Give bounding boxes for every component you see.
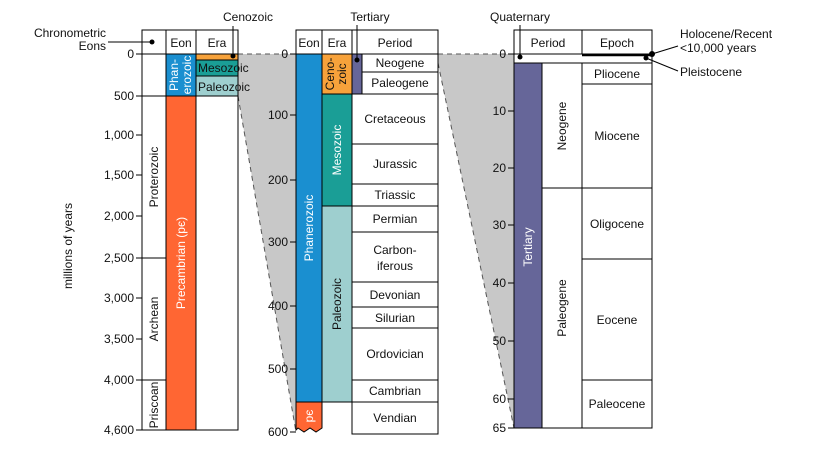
period-jurassic: Jurassic [373, 157, 417, 171]
p2-tick-label: 300 [268, 235, 288, 249]
p1-tick-label: 500 [114, 89, 134, 103]
precambrian-block [165, 95, 197, 431]
axis-label-millions: millions of years [61, 203, 75, 289]
p3-tick-label: 10 [493, 104, 507, 118]
period-silurian: Silurian [375, 311, 415, 325]
p2-phanerozoic-label: Phanerozoic [302, 195, 316, 262]
archean-label: Archean [147, 297, 161, 342]
holocene-age-annotation: <10,000 years [680, 41, 756, 55]
connector-phanerozoic [238, 54, 296, 432]
p3-tick-label: 60 [493, 392, 507, 406]
p2-mesozoic-label: Mesozoic [330, 125, 344, 176]
connector-tertiary-bottom [437, 62, 515, 429]
era-mesozoic-label: Mesozoic [198, 61, 249, 75]
period-neogene: Neogene [376, 56, 425, 70]
epoch-oligocene: Oligocene [590, 217, 644, 231]
period-cambrian: Cambrian [369, 384, 421, 398]
panel-eons: millions of years Eon Era Proterozoic Ar… [61, 29, 250, 437]
p3-tick-label: 65 [493, 421, 507, 435]
p3-tick-label: 30 [493, 218, 507, 232]
eon-header: Eon [170, 36, 191, 50]
period-paleogene: Paleogene [371, 76, 429, 90]
p2-tick-label: 0 [281, 47, 288, 61]
p2-mesozoic-block [321, 93, 353, 207]
panel1-ticks: 0 500 1,000 1,500 2,000 2,500 3,000 3,500 4,000 4… [104, 47, 142, 437]
p3-tertiary-label: Tertiary [521, 227, 535, 266]
p3-paleogene-label: Paleogene [555, 279, 569, 337]
epoch-paleocene: Paleocene [589, 397, 646, 411]
epoch-miocene: Miocene [594, 129, 640, 143]
p1-tick-label: 2,000 [104, 209, 134, 223]
p2-cenozoic-block [321, 53, 353, 95]
p3-tertiary-block [513, 62, 543, 429]
p2-cenozoic-label-1: Ceno- [323, 58, 337, 91]
epoch-eocene: Eocene [597, 313, 638, 327]
priscoan-label: Priscoan [147, 382, 161, 429]
era-header: Era [208, 36, 227, 50]
p3-tick-label: 20 [493, 161, 507, 175]
proterozoic-label: Proterozoic [147, 147, 161, 208]
p2-precambrian-block [295, 401, 323, 433]
tertiary-annotation: Tertiary [350, 10, 389, 24]
p3-neogene-label: Neogene [555, 101, 569, 150]
p1-tick-label: 3,500 [104, 332, 134, 346]
p3-epoch-header: Epoch [600, 36, 634, 50]
panel-tertiary: Period Epoch Tertiary Neogene Paleogene … [493, 29, 655, 435]
pleistocene-annotation: Pleistocene [680, 65, 742, 79]
period-triassic: Triassic [375, 188, 416, 202]
p2-era-header: Era [328, 36, 347, 50]
p3-period-header: Period [531, 36, 566, 50]
p1-tick-label: 0 [127, 47, 134, 61]
chronometric-label: Chronometric [34, 26, 106, 40]
holocene-leader [651, 45, 679, 55]
eons-label: Eons [79, 39, 106, 53]
panel2-ticks: 0 100 200 300 400 500 600 [268, 47, 296, 439]
p2-tick-label: 200 [268, 173, 288, 187]
panel-phanerozoic: Eon Era Period Phanerozoic pє Ceno- zoic… [268, 29, 439, 439]
epoch-pliocene: Pliocene [594, 67, 640, 81]
p1-tick-label: 3,000 [104, 291, 134, 305]
p2-period-header: Period [378, 36, 413, 50]
cenozoic-annotation: Cenozoic [223, 10, 273, 24]
panel3-ticks: 0 10 20 30 40 50 60 65 [493, 47, 514, 435]
p1-tick-label: 4,000 [104, 373, 134, 387]
p2-cenozoic-label-2: zoic [335, 63, 349, 84]
p2-pe-label: pє [302, 410, 316, 423]
p1-tick-label: 2,500 [104, 251, 134, 265]
precambrian-label: Precambrian (pє) [174, 217, 188, 309]
era-paleozoic-block [195, 75, 239, 97]
p3-tick-label: 40 [493, 276, 507, 290]
p2-phanerozoic-block [295, 53, 323, 403]
p1-tick-label: 4,600 [104, 423, 134, 437]
connector-tertiary [438, 54, 514, 428]
period-ordovician: Ordovician [366, 347, 423, 361]
p2-tick-label: 100 [268, 108, 288, 122]
p3-tick-label: 0 [499, 47, 506, 61]
phanerozoic-label-1: Phan- [167, 59, 181, 91]
p2-tick-label: 400 [268, 299, 288, 313]
connector-phanerozoic-bottom [237, 95, 297, 433]
annotations: Chronometric Eons Cenozoic Tertiary Quat… [34, 10, 773, 79]
period-carboniferous-2: iferous [377, 259, 413, 273]
period-devonian: Devonian [370, 288, 421, 302]
phanerozoic-label-2: erozoic [180, 56, 194, 95]
p1-tick-label: 1,500 [104, 168, 134, 182]
p2-eon-header: Eon [298, 36, 319, 50]
period-vendian: Vendian [373, 411, 416, 425]
p3-tick-label: 50 [493, 334, 507, 348]
era-paleozoic-label: Paleozoic [198, 80, 250, 94]
period-cretaceous: Cretaceous [364, 112, 425, 126]
p1-tick-label: 1,000 [104, 128, 134, 142]
eons-dot [149, 39, 155, 45]
holocene-annotation: Holocene/Recent [680, 27, 773, 41]
quaternary-annotation: Quaternary [490, 10, 550, 24]
p2-tick-label: 600 [268, 425, 288, 439]
period-carboniferous-1: Carbon- [373, 243, 416, 257]
p2-paleozoic-block [321, 205, 353, 403]
pleistocene-leader [645, 57, 679, 72]
period-permian: Permian [373, 212, 418, 226]
p2-paleozoic-label: Paleozoic [330, 278, 344, 330]
p2-tick-label: 500 [268, 362, 288, 376]
